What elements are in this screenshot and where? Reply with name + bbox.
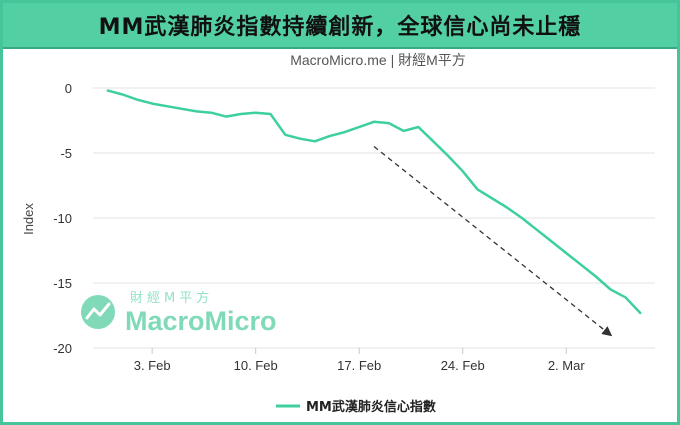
x-tick-label: 24. Feb xyxy=(441,358,485,373)
x-tick-label: 17. Feb xyxy=(337,358,381,373)
y-tick-label: -20 xyxy=(53,341,72,356)
y-tick-labels: 0 -5 -10 -15 -20 xyxy=(53,81,72,356)
x-tick-label: 3. Feb xyxy=(134,358,171,373)
trend-arrow xyxy=(373,145,613,337)
y-tick-label: 0 xyxy=(65,81,72,96)
x-tick-label: 10. Feb xyxy=(234,358,278,373)
annotation-layer xyxy=(373,145,613,337)
y-tick-label: -10 xyxy=(53,211,72,226)
watermark-icon-trend xyxy=(85,302,111,320)
legend[interactable]: MM武漢肺炎信心指數 xyxy=(276,399,436,415)
x-tick-labels: 3. Feb 10. Feb 17. Feb 24. Feb 2. Mar xyxy=(134,348,586,373)
y-tick-label: -15 xyxy=(53,276,72,291)
series-layer xyxy=(106,89,642,315)
grid-layer xyxy=(93,87,655,349)
watermark-logo: 財經M平方 MacroMicro xyxy=(81,290,277,336)
legend-label[interactable]: MM武漢肺炎信心指數 xyxy=(306,399,436,415)
x-tick-label: 2. Mar xyxy=(548,358,586,373)
title-banner: MM武漢肺炎指數持續創新，全球信心尚未止穩 xyxy=(3,3,677,49)
watermark-cn: 財經M平方 xyxy=(130,290,213,306)
chart-subtitle: MacroMicro.me | 財經M平方 xyxy=(290,52,466,68)
y-tick-label: -5 xyxy=(60,146,72,161)
watermark-en: MacroMicro xyxy=(125,306,277,336)
banner-title: MM武漢肺炎指數持續創新，全球信心尚未止穩 xyxy=(98,15,582,40)
y-axis-title: Index xyxy=(21,203,36,235)
series-line[interactable] xyxy=(106,89,642,315)
